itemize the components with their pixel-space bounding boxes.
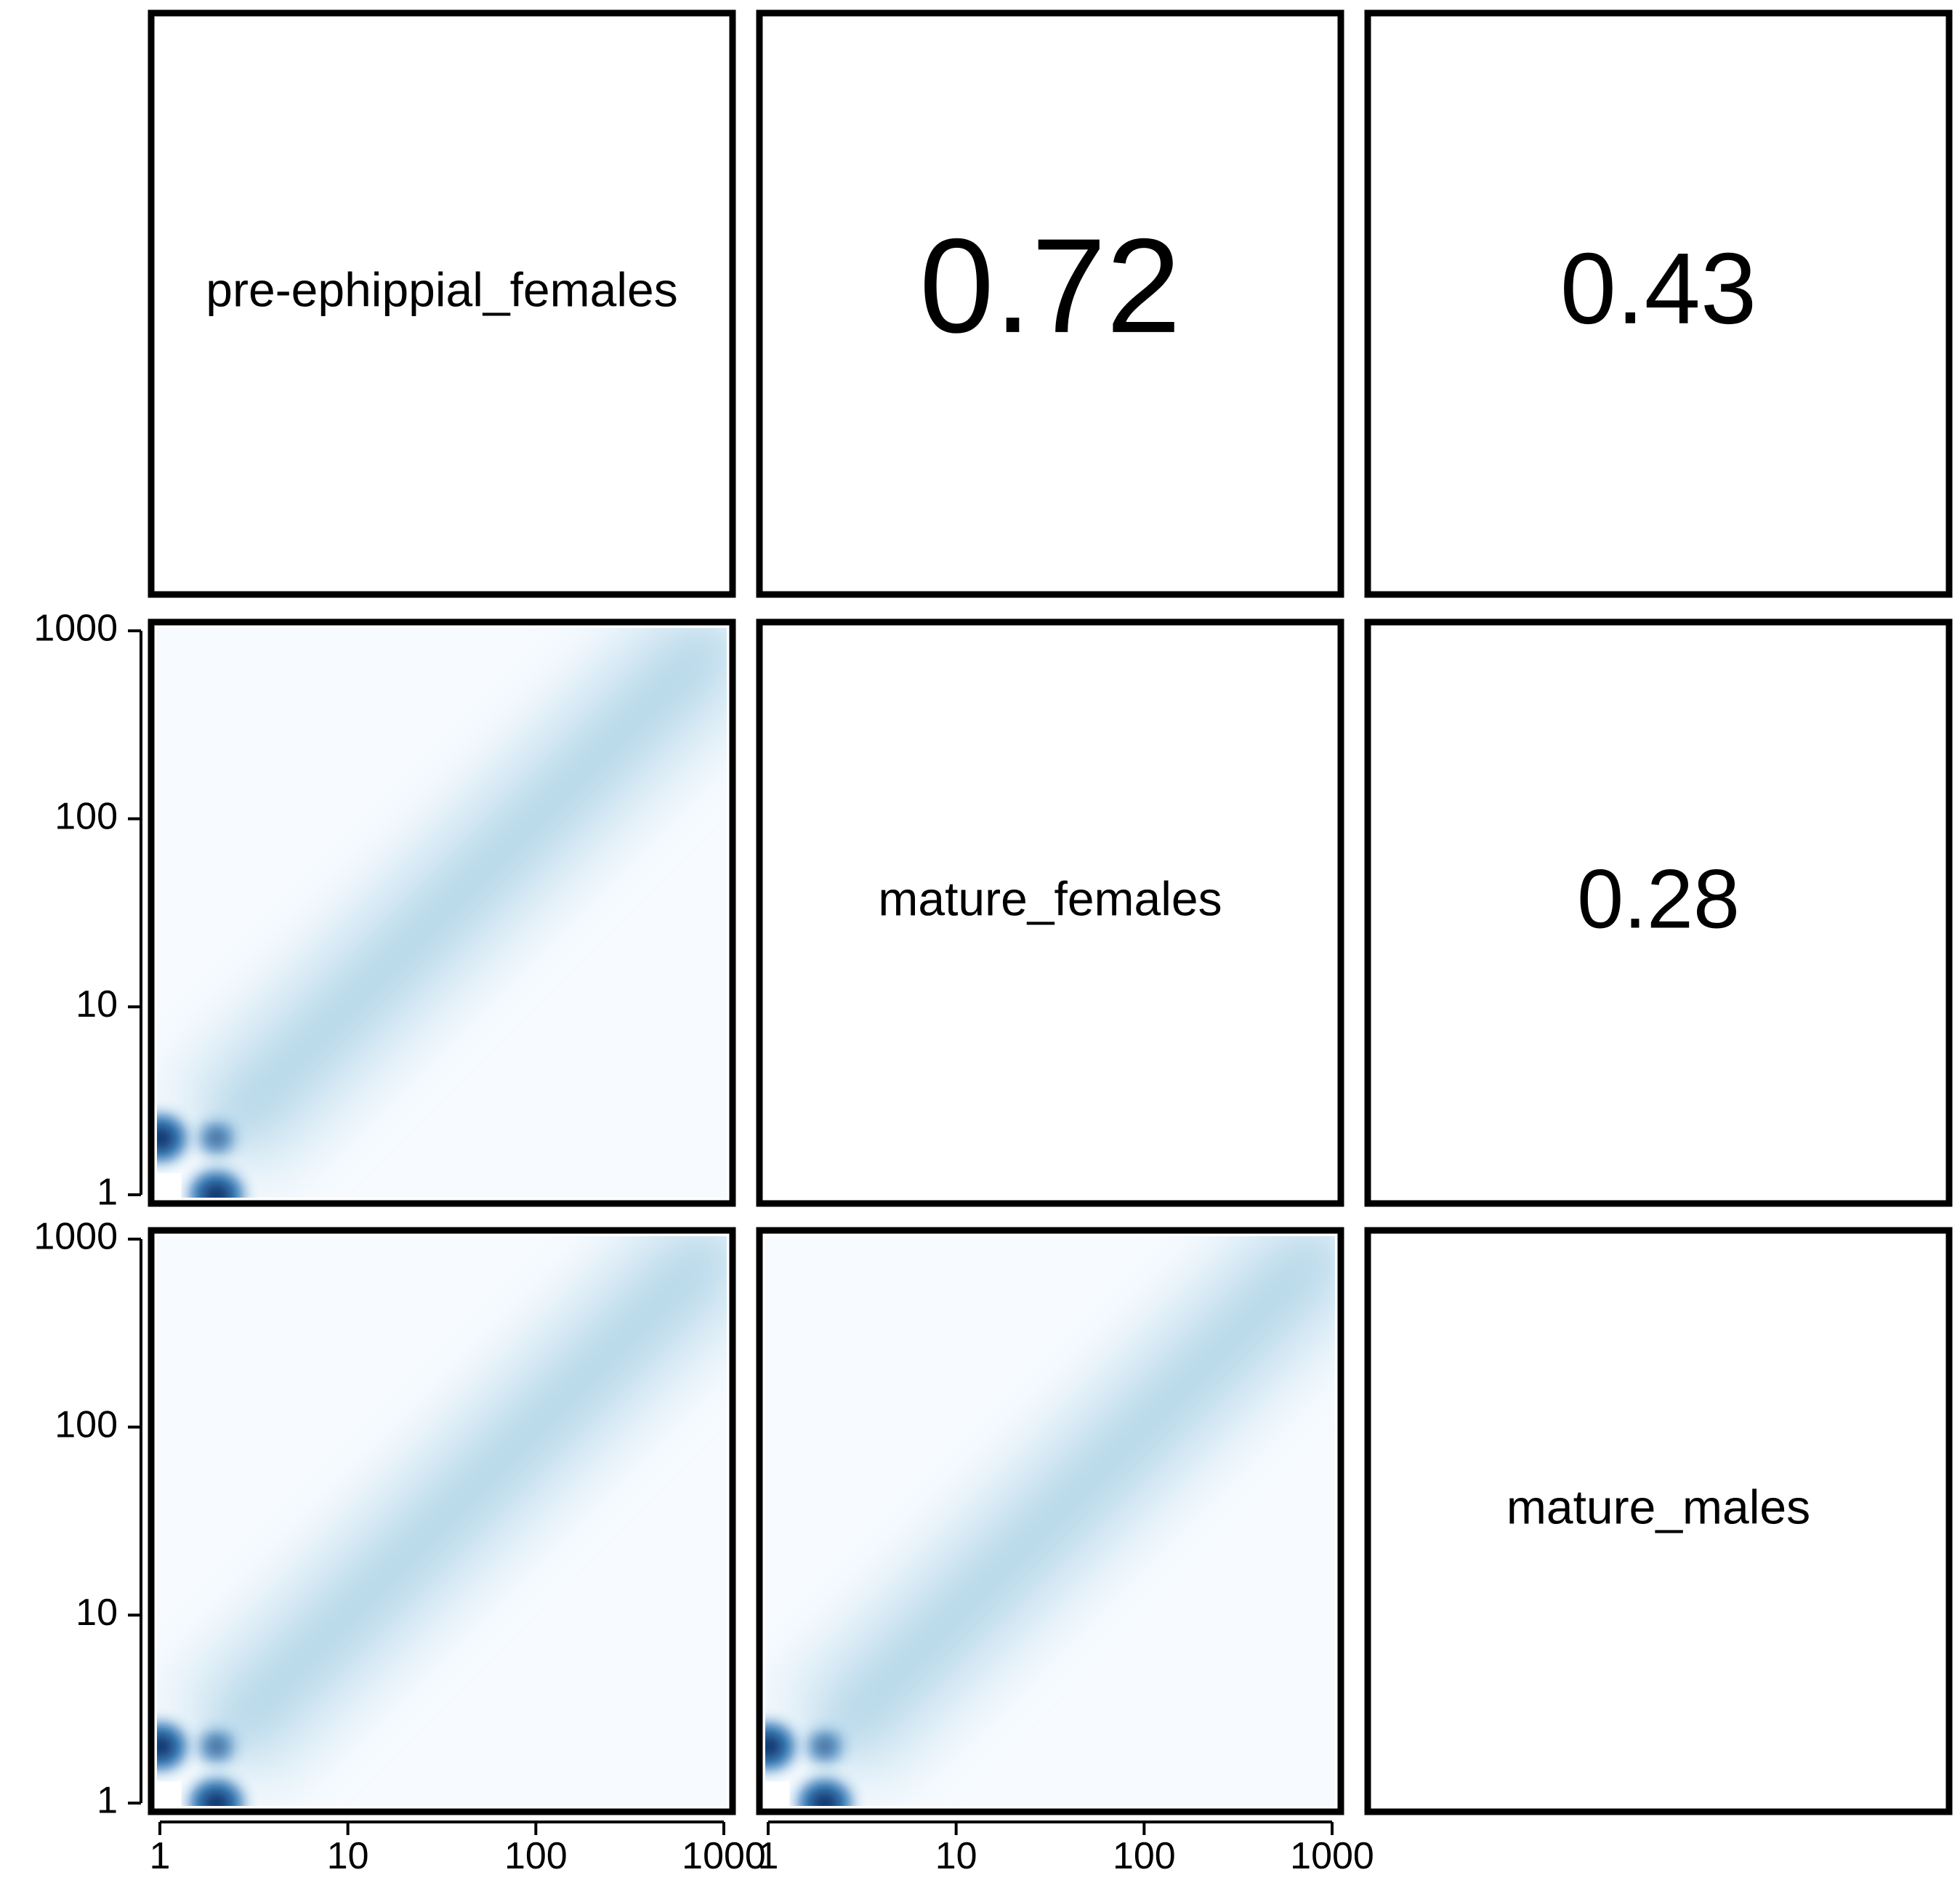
y-tick-label: 10 [76,1592,118,1634]
density-diagonal-core [809,1236,1335,1762]
density-hotspot-core [207,1130,225,1147]
panel-frame [148,9,736,598]
density-hotspot-core [157,1734,174,1759]
correlation-value: 0.43 [1560,233,1757,345]
x-tick-label: 10 [935,1835,977,1877]
density-hotspot-core [815,1738,834,1755]
y-tick-label: 1 [97,1172,118,1214]
variable-label: pre-ephippial_females [206,262,677,316]
panel-frame [1364,9,1953,598]
correlation-value: 0.72 [919,211,1181,361]
x-tick-label: 10 [327,1835,369,1877]
density-hotspot-core [207,1738,225,1755]
density-empty-corner [157,1781,182,1806]
density-panel [157,1236,727,1806]
panel-frames [148,9,1953,1815]
x-tick-label: 1000 [1290,1835,1374,1877]
x-tick-label: 100 [1113,1835,1176,1877]
y-tick-label: 10 [76,983,118,1025]
x-tick-label: 1000 [682,1835,766,1877]
density-diagonal-core [201,628,727,1154]
density-layer [157,628,1335,1806]
density-hotspot-core [157,1126,174,1151]
y-tick-label: 1000 [33,1216,118,1258]
density-hotspot-core [810,1791,839,1806]
density-diagonal-core [201,1236,727,1762]
panel-frame [756,1227,1344,1815]
panel-frame [756,9,1344,598]
x-tick-label: 1 [758,1835,779,1877]
density-panel [765,1236,1335,1806]
correlation-value: 0.28 [1577,852,1740,945]
variable-label: mature_males [1507,1480,1810,1533]
density-empty-corner [765,1781,790,1806]
panel-text: pre-ephippial_females mature_femalesmatur… [206,211,1810,1534]
density-hotspot-core [201,1182,231,1198]
density-hotspot-core [765,1734,783,1759]
density-empty-corner [157,1173,182,1198]
y-tick-label: 1000 [33,608,118,650]
density-hotspot-core [201,1791,231,1806]
panel-frame [1364,1227,1953,1815]
x-tick-label: 1 [150,1835,171,1877]
panel-frame [756,618,1344,1207]
panel-frame [148,1227,736,1815]
x-tick-label: 100 [504,1835,568,1877]
y-tick-label: 1 [97,1780,118,1822]
y-tick-label: 100 [55,1403,118,1446]
variable-label: mature_females [878,871,1222,925]
panel-frame [148,618,736,1207]
density-panel [157,628,727,1198]
panel-frame [1364,618,1953,1207]
y-tick-label: 100 [55,795,118,837]
